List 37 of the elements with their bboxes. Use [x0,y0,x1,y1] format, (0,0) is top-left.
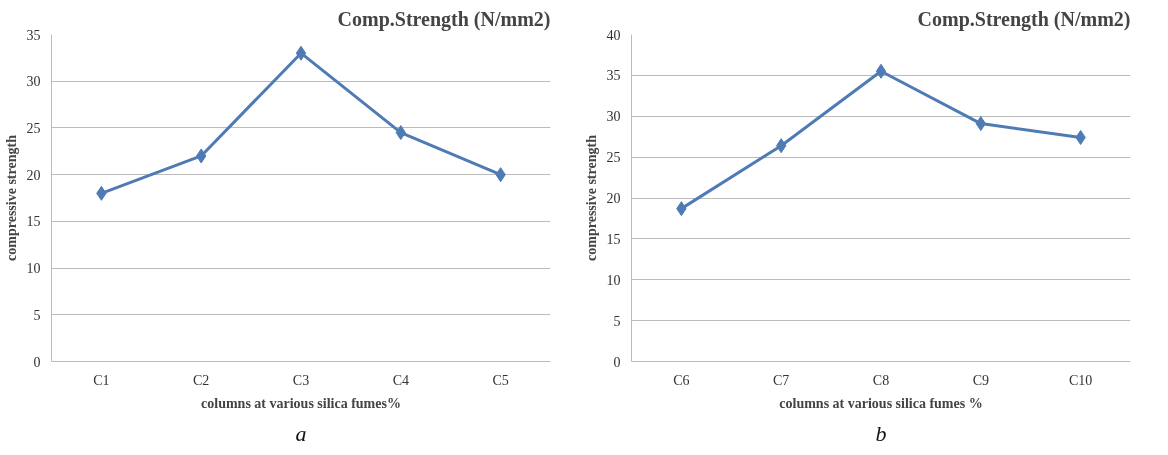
y-tick-label: 0 [33,354,41,370]
y-tick-label: 35 [606,68,621,84]
x-tick-label: C6 [673,372,690,388]
text: a [295,420,307,446]
y-tick-label: 30 [26,74,41,90]
y-tick-label: 0 [613,354,621,370]
x-tick-label: C10 [1068,372,1093,388]
x-tick-label: C7 [773,372,790,388]
y-tick-label: 30 [606,109,621,125]
x-tick-label: C3 [292,372,310,388]
y-tick-label: 40 [606,27,621,43]
x-tick-label: C5 [492,372,509,388]
x-axis-title: columns at various silica fumes% [201,395,401,411]
text: b [875,420,887,446]
y-axis-title: compressive strength [583,134,599,261]
y-tick-label: 10 [26,261,41,277]
x-tick-label: C4 [392,372,409,388]
y-tick-label: 10 [606,272,621,288]
point [875,63,887,79]
y-tick-label: 25 [606,150,621,166]
y-tick-label: 5 [613,313,621,329]
x-tick-label: C2 [193,372,210,388]
y-axis-title: compressive strength [3,134,19,261]
y-tick-label: 5 [33,307,41,323]
point [295,45,307,61]
x-tick-label: C9 [972,372,989,388]
y-tick-label: 15 [606,231,621,247]
x-tick-label: C1 [93,372,110,388]
x-tick-label: C8 [872,372,890,388]
y-tick-label: 20 [606,191,621,206]
y-tick-label: 15 [26,214,41,230]
y-tick-label: 25 [26,120,41,136]
chart-title: Comp.Strength (N/mm2) [337,7,551,31]
y-tick-label: 35 [26,27,41,43]
x-axis-title: columns at various silica fumes % [779,395,983,411]
y-tick-label: 20 [26,167,41,183]
chart-title: Comp.Strength (N/mm2) [917,7,1131,31]
